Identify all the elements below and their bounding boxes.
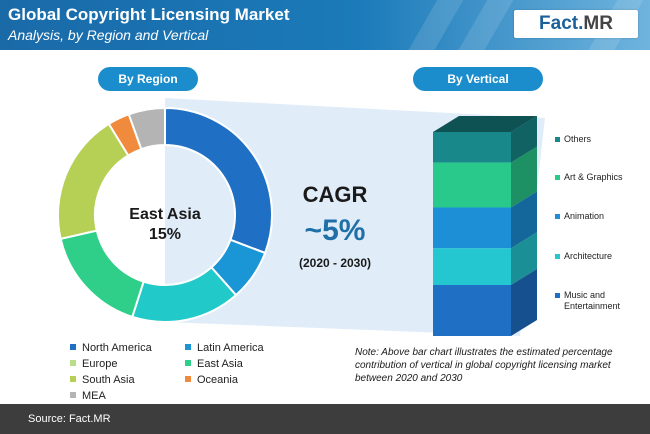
bar-segment-side-3 [511, 232, 537, 285]
region-legend-swatch-5 [185, 376, 191, 382]
region-legend-label-0: North America [82, 342, 152, 354]
region-legend-label-3: East Asia [197, 358, 243, 370]
region-legend-item-5: Oceania [185, 373, 238, 387]
bar-segment-front-4 [433, 285, 511, 336]
region-legend-swatch-0 [70, 344, 76, 350]
cagr-value: ~5% [304, 214, 366, 247]
region-legend-item-2: Europe [70, 357, 117, 371]
vertical-legend-swatch-0 [555, 137, 560, 142]
footer-bar: Source: Fact.MR [0, 404, 650, 434]
vertical-label-1: Art & Graphics [564, 172, 623, 182]
bar-segment-front-3 [433, 248, 511, 285]
source-text: Source: Fact.MR [28, 413, 111, 425]
vertical-label-4: Music and Entertainment [564, 290, 621, 311]
by-vertical-label: By Vertical [413, 67, 543, 91]
region-legend-item-6: MEA [70, 389, 106, 403]
bar-segment-front-2 [433, 207, 511, 249]
donut-center-value: 15% [148, 226, 182, 243]
bar-segment-side-4 [511, 269, 537, 336]
donut-center-region: East Asia [129, 206, 201, 223]
region-legend-swatch-3 [185, 360, 191, 366]
vertical-legend-swatch-1 [555, 175, 560, 180]
bar-segment-side-2 [511, 191, 537, 249]
vertical-legend-swatch-4 [555, 293, 560, 298]
region-legend-label-6: MEA [82, 390, 106, 402]
region-legend-swatch-2 [70, 360, 76, 366]
factmr-logo: Fact.MR [514, 10, 638, 38]
region-legend-swatch-1 [185, 344, 191, 350]
vertical-label-2: Animation [564, 211, 605, 221]
region-legend-label-1: Latin America [197, 342, 264, 354]
region-legend-item-4: South Asia [70, 373, 135, 387]
by-region-label: By Region [98, 67, 198, 91]
bar-segment-side-1 [511, 146, 537, 208]
bar-segment-front-1 [433, 162, 511, 208]
vertical-legend-swatch-2 [555, 214, 560, 219]
region-legend-label-4: South Asia [82, 374, 135, 386]
region-legend-item-3: East Asia [185, 357, 243, 371]
bar-top-face [433, 116, 537, 132]
chart-note: Note: Above bar chart illustrates the es… [355, 347, 613, 384]
vertical-legend-swatch-3 [555, 254, 560, 259]
chart-subtitle: Analysis, by Region and Vertical [8, 27, 209, 43]
region-legend-item-0: North America [70, 341, 152, 355]
region-legend-swatch-4 [70, 376, 76, 382]
region-legend-label-2: Europe [82, 358, 118, 370]
vertical-label-0: Others [564, 134, 592, 144]
bar-segment-front-0 [433, 132, 511, 163]
donut-slice-7 [127, 106, 166, 151]
bar-segment-side-0 [511, 116, 537, 163]
cagr-label: CAGR [302, 182, 368, 207]
region-legend-label-5: Oceania [197, 374, 238, 386]
cagr-period: (2020 - 2030) [298, 256, 372, 270]
header-banner: Global Copyright Licensing Market Analys… [0, 0, 650, 50]
vertical-label-3: Architecture [564, 251, 613, 261]
region-legend-swatch-6 [70, 392, 76, 398]
donut-center-label: East Asia 15% [110, 205, 220, 245]
region-legend-item-1: Latin America [185, 341, 264, 355]
chart-title: Global Copyright Licensing Market [8, 5, 290, 24]
